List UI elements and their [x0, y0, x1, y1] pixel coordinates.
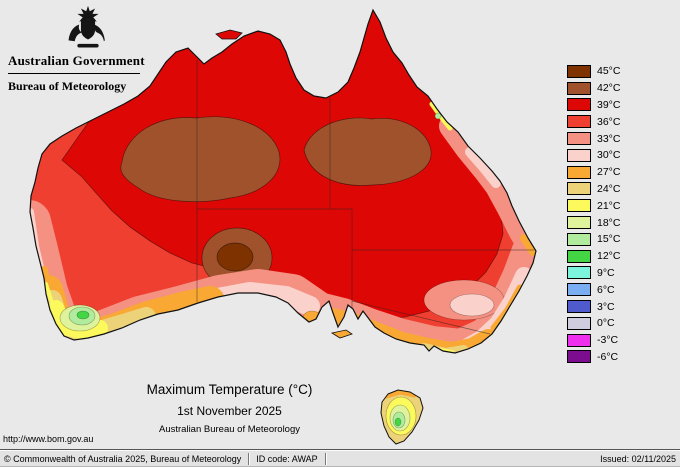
legend-label: -3°C — [597, 334, 619, 347]
legend-swatch — [567, 249, 591, 263]
government-title: Australian Government — [8, 53, 145, 68]
legend-swatch — [567, 350, 591, 364]
footer-separator — [324, 452, 326, 465]
kangaroo-island — [330, 329, 353, 339]
legend-label: 36°C — [597, 115, 621, 128]
legend-row: 21°C — [567, 198, 620, 213]
legend-swatch — [567, 148, 591, 162]
legend-row: 36°C — [567, 114, 620, 129]
legend-row: 12°C — [567, 249, 620, 264]
legend-swatch — [567, 333, 591, 347]
footer-id-code: ID code: AWAP — [256, 453, 318, 464]
government-header: Australian Government Bureau of Meteorol… — [8, 5, 168, 94]
legend-swatch — [567, 216, 591, 230]
legend-swatch — [567, 316, 591, 330]
legend-swatch — [567, 266, 591, 280]
legend-swatch — [567, 81, 591, 95]
legend-row: 18°C — [567, 215, 620, 230]
bureau-title: Bureau of Meteorology — [8, 79, 127, 93]
map-captions: Maximum Temperature (°C) 1st November 20… — [82, 382, 377, 435]
header-divider — [8, 73, 140, 74]
legend-label: 27°C — [597, 166, 621, 179]
legend-swatch — [567, 64, 591, 78]
legend-label: -6°C — [597, 350, 619, 363]
legend-label: 9°C — [597, 266, 615, 279]
legend-row: 15°C — [567, 232, 620, 247]
melville-island — [215, 29, 243, 40]
footer-copyright: © Commonwealth of Australia 2025, Bureau… — [4, 453, 242, 464]
legend-label: 33°C — [597, 132, 621, 145]
legend-swatch — [567, 182, 591, 196]
legend-label: 21°C — [597, 199, 621, 212]
footer-bar: © Commonwealth of Australia 2025, Bureau… — [0, 449, 680, 467]
map-organisation: Australian Bureau of Meteorology — [159, 424, 300, 435]
legend-row: -3°C — [567, 333, 620, 348]
coat-of-arms-icon — [68, 5, 105, 48]
legend-label: 3°C — [597, 300, 615, 313]
map-title: Maximum Temperature (°C) — [146, 382, 313, 397]
legend-label: 18°C — [597, 216, 621, 229]
legend-label: 42°C — [597, 82, 621, 95]
legend-row: -6°C — [567, 350, 620, 365]
legend-row: 24°C — [567, 182, 620, 197]
footer-separator — [248, 452, 250, 465]
australia-temperature-map — [29, 9, 537, 445]
legend-swatch — [567, 199, 591, 213]
legend-label: 15°C — [597, 233, 621, 246]
legend-row: 42°C — [567, 81, 620, 96]
legend-swatch — [567, 283, 591, 297]
legend-label: 12°C — [597, 250, 621, 263]
legend-swatch — [567, 300, 591, 314]
legend-row: 9°C — [567, 266, 620, 281]
map-date: 1st November 2025 — [177, 404, 282, 418]
legend-label: 6°C — [597, 283, 615, 296]
legend-swatch — [567, 132, 591, 146]
footer-issued: Issued: 02/11/2025 — [600, 453, 676, 464]
legend-row: 39°C — [567, 98, 620, 113]
tasmania-contours — [381, 390, 423, 444]
state-borders — [196, 60, 534, 335]
legend-row: 3°C — [567, 299, 620, 314]
legend-label: 0°C — [597, 317, 615, 330]
legend-row: 27°C — [567, 165, 620, 180]
legend-swatch — [567, 165, 591, 179]
legend-swatch — [567, 115, 591, 129]
temperature-legend: 45°C 42°C 39°C 36°C 33°C 30°C 27°C 24°C 21°C 18°C… — [567, 64, 620, 366]
legend-label: 45°C — [597, 65, 621, 78]
legend-row: 6°C — [567, 282, 620, 297]
legend-row: 30°C — [567, 148, 620, 163]
legend-row: 33°C — [567, 131, 620, 146]
legend-row: 45°C — [567, 64, 620, 79]
legend-swatch — [567, 98, 591, 112]
legend-row: 0°C — [567, 316, 620, 331]
mainland-contours — [30, 10, 536, 353]
legend-label: 39°C — [597, 98, 621, 111]
legend-swatch — [567, 232, 591, 246]
bom-url: http://www.bom.gov.au — [3, 434, 94, 444]
legend-label: 24°C — [597, 182, 621, 195]
legend-label: 30°C — [597, 149, 621, 162]
